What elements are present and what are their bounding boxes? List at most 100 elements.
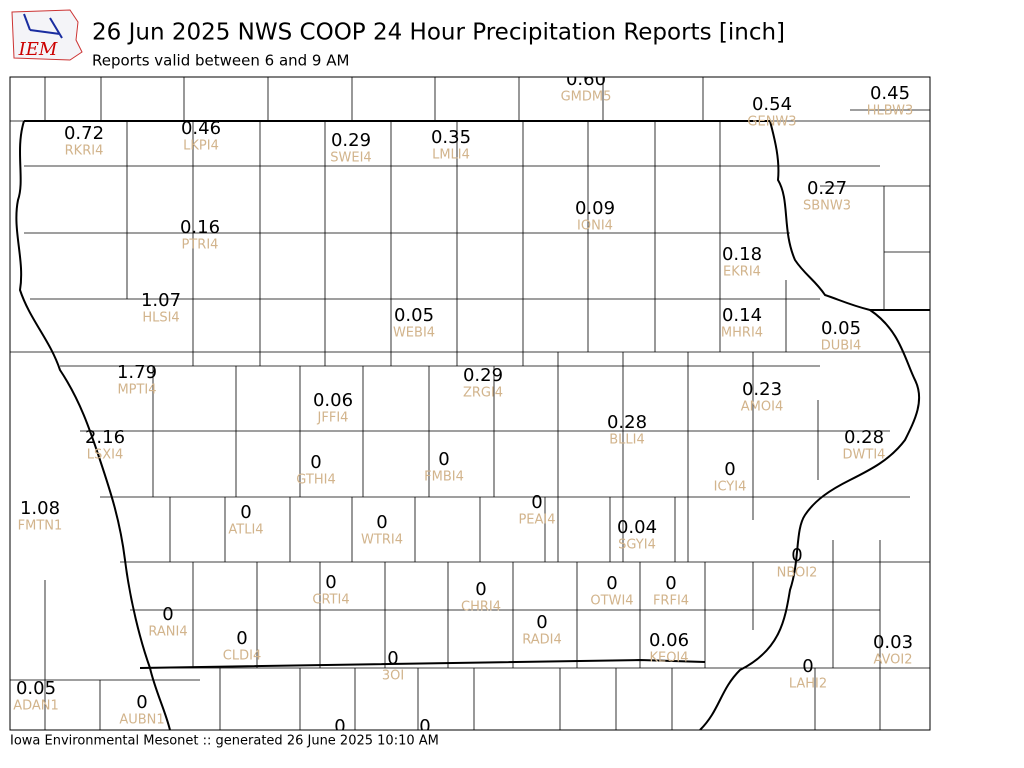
station-value: 0 [536,612,547,633]
station-id: SWEI4 [330,151,371,166]
county-lines [10,77,930,730]
station-value: 0.29 [463,365,503,386]
station-value: 1.79 [117,362,157,383]
title: 26 Jun 2025 NWS COOP 24 Hour Precipitati… [92,20,785,46]
station-value: 0.23 [742,379,782,400]
station-value: 0.60 [566,69,606,90]
station: 0 [334,716,345,737]
station-id: DWTI4 [843,448,886,463]
station-value: 0 [531,492,542,513]
station-id: NBOI2 [777,566,818,581]
station-value: 0 [376,512,387,533]
station-value: 0 [136,692,147,713]
station-id: LKPI4 [183,139,219,154]
station-id: FMBI4 [424,470,464,485]
station-value: 0 [606,573,617,594]
station-id: PTRI4 [182,238,219,253]
station-id: ZRGI4 [463,386,503,401]
station-value: 0 [325,572,336,593]
station-value: 0.06 [649,630,689,651]
station-id: FMTN1 [18,519,63,534]
station-value: 0.28 [844,427,884,448]
station-value: 2.16 [85,427,125,448]
logo-text: IEM [18,39,58,60]
station-value: 0.29 [331,130,371,151]
station-value: 0 [665,573,676,594]
station: 0 [419,716,430,730]
station-value: 0.27 [807,178,847,199]
station-id: ATLI4 [228,523,263,538]
station-id: EKRI4 [723,265,761,280]
station-id: WTRI4 [361,533,403,548]
station-value: 0.45 [870,83,910,104]
station-value: 0 [310,452,321,473]
station-value: 0 [334,716,345,737]
station-value: 0 [162,604,173,625]
station-id: KEOI4 [649,651,688,666]
station-id: LAHI2 [789,677,827,692]
station-value: 0.04 [617,517,657,538]
station-id: OTWI4 [590,594,633,609]
station-value: 0.05 [16,678,56,699]
station-id: FRFI4 [653,594,689,609]
station-value: 0.09 [575,198,615,219]
station-value: 0 [387,648,398,669]
station-id: SGYI4 [618,538,656,553]
station-id: 3OI [382,669,404,684]
station-value: 1.08 [20,498,60,519]
station-id: LMLI4 [432,148,470,163]
station-value: 0.16 [180,217,220,238]
station-value: 0.14 [722,305,762,326]
logo: IEM [11,9,83,61]
station-id: GTHI4 [296,473,335,488]
station-id: JFFI4 [317,411,349,426]
station-id: GMDM5 [561,90,612,105]
station-id: IONI4 [577,219,613,234]
station-value: 0.54 [752,94,792,115]
station-id: MPTI4 [117,383,156,398]
station-id: RANI4 [148,625,187,640]
station-id: LSXI4 [87,448,124,463]
station-id: AUBN1 [119,713,164,728]
station-id: WEBI4 [393,326,435,341]
station-value: 0 [240,502,251,523]
station-id: HLSI4 [142,311,179,326]
station-id: AMOI4 [741,400,783,415]
station-id: DUBI4 [821,339,862,354]
footer: Iowa Environmental Mesonet :: generated … [10,734,439,749]
map-frame [9,76,931,731]
station-value: 0.72 [64,123,104,144]
station-value: 0 [791,545,802,566]
